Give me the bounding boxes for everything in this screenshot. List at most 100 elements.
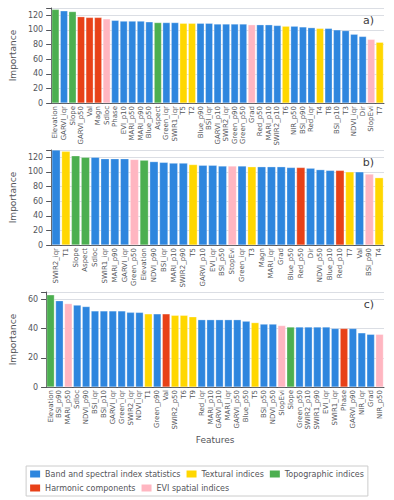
svg-text:GARVI_iqr: GARVI_iqr — [60, 106, 68, 140]
svg-text:MARI_iqr: MARI_iqr — [267, 248, 275, 279]
svg-text:Red_p50: Red_p50 — [297, 248, 305, 278]
svg-text:BSI_p90: BSI_p90 — [55, 390, 63, 418]
svg-text:NDVI_p90: NDVI_p90 — [150, 248, 158, 282]
svg-text:0: 0 — [38, 241, 43, 250]
svg-text:SWIR2_p90: SWIR2_p90 — [179, 248, 187, 288]
svg-text:T3: T3 — [342, 106, 350, 116]
svg-text:NIR_p50: NIR_p50 — [290, 106, 298, 135]
svg-text:T7: T7 — [346, 248, 354, 258]
svg-text:100: 100 — [28, 167, 43, 176]
svg-text:Sdloc: Sdloc — [91, 248, 99, 267]
svg-text:GARVI_iqr: GARVI_iqr — [109, 390, 117, 424]
svg-text:80: 80 — [33, 40, 43, 49]
svg-text:Elevation: Elevation — [47, 390, 55, 423]
svg-text:T8: T8 — [325, 106, 333, 116]
svg-text:NDVI_p50: NDVI_p50 — [316, 248, 324, 282]
svg-text:Blue_p10: Blue_p10 — [326, 248, 334, 280]
svg-text:Features: Features — [196, 435, 235, 445]
svg-text:Slope: Slope — [69, 106, 77, 125]
svg-text:SWIR1_p90: SWIR1_p90 — [313, 390, 321, 430]
svg-text:BSI_p10: BSI_p10 — [333, 106, 341, 134]
svg-text:20: 20 — [28, 353, 38, 362]
svg-text:60: 60 — [33, 55, 43, 64]
svg-text:60: 60 — [33, 197, 43, 206]
svg-text:Importance: Importance — [8, 313, 18, 365]
svg-text:BSI_iqr: BSI_iqr — [205, 106, 213, 130]
svg-text:Magn: Magn — [94, 106, 102, 125]
svg-text:100: 100 — [28, 25, 43, 34]
svg-text:BSI_p50: BSI_p50 — [260, 390, 268, 418]
svg-text:20: 20 — [33, 226, 43, 235]
svg-text:NDVI_p90: NDVI_p90 — [82, 390, 90, 424]
svg-text:MARI_p50: MARI_p50 — [128, 106, 136, 141]
svg-text:GARVI_p10: GARVI_p10 — [215, 390, 223, 428]
svg-text:BSI_p90: BSI_p90 — [365, 248, 373, 276]
svg-text:Harmonic components: Harmonic components — [45, 484, 135, 493]
svg-text:SWIR2_p10: SWIR2_p10 — [273, 106, 281, 146]
svg-text:GARVI_p10: GARVI_p10 — [214, 106, 222, 144]
svg-text:SWIR2_p10: SWIR2_p10 — [304, 390, 312, 430]
svg-text:60: 60 — [28, 295, 38, 304]
svg-text:MARI_iqr: MARI_iqr — [224, 390, 232, 421]
svg-text:BSI_p90: BSI_p90 — [299, 106, 307, 134]
svg-text:T4: T4 — [316, 105, 324, 115]
svg-text:0: 0 — [38, 99, 43, 108]
svg-text:T1: T1 — [62, 248, 70, 258]
svg-text:Green_p90: Green_p90 — [153, 390, 161, 428]
svg-text:a): a) — [363, 14, 374, 27]
svg-text:b): b) — [363, 156, 374, 169]
svg-text:EVI_iqr: EVI_iqr — [322, 390, 330, 414]
svg-text:Blue_p50: Blue_p50 — [287, 248, 295, 280]
svg-text:Blue_p50: Blue_p50 — [145, 106, 153, 138]
svg-text:SWIR2_iqr: SWIR2_iqr — [127, 390, 135, 426]
svg-text:0: 0 — [33, 383, 38, 392]
svg-text:SWIR2_p50: SWIR2_p50 — [171, 390, 179, 430]
svg-text:Phase: Phase — [340, 390, 348, 411]
svg-text:BSI_p50: BSI_p50 — [218, 248, 226, 276]
svg-text:Blue_p50: Blue_p50 — [242, 390, 250, 422]
svg-text:Red_iqr: Red_iqr — [198, 390, 206, 416]
svg-text:20: 20 — [33, 84, 43, 93]
svg-text:Val: Val — [162, 390, 170, 401]
svg-text:Sdloc: Sdloc — [73, 390, 81, 409]
svg-text:MARI_p90: MARI_p90 — [137, 106, 145, 141]
svg-text:Importance: Importance — [8, 171, 18, 223]
svg-text:Green_p90: Green_p90 — [231, 106, 239, 144]
svg-text:MARI_p10: MARI_p10 — [207, 390, 215, 425]
svg-text:T9: T9 — [189, 390, 197, 400]
svg-text:NIR_iqr: NIR_iqr — [358, 390, 366, 415]
svg-text:SWIR2_iqr: SWIR2_iqr — [222, 106, 230, 142]
svg-text:Elevation: Elevation — [140, 248, 148, 281]
svg-text:T5: T5 — [251, 390, 259, 400]
svg-text:Blue_p90: Blue_p90 — [197, 106, 205, 138]
svg-text:Topographic indices: Topographic indices — [284, 470, 364, 479]
svg-text:40: 40 — [33, 211, 43, 220]
svg-text:GARVI_p10: GARVI_p10 — [199, 248, 207, 286]
svg-text:MARI_p10: MARI_p10 — [265, 106, 273, 141]
svg-text:Phase: Phase — [111, 106, 119, 127]
svg-text:Aspect: Aspect — [81, 248, 89, 272]
svg-text:T4: T4 — [375, 247, 383, 257]
svg-text:40: 40 — [28, 324, 38, 333]
svg-text:Red_p50: Red_p50 — [256, 106, 264, 136]
svg-text:120: 120 — [28, 153, 43, 162]
svg-text:SlopEvi: SlopEvi — [367, 106, 375, 132]
svg-text:EVI spatial indices: EVI spatial indices — [157, 484, 230, 493]
svg-text:Elevation: Elevation — [51, 106, 59, 139]
svg-text:MARI_p90: MARI_p90 — [111, 248, 119, 283]
svg-text:T7: T7 — [376, 106, 384, 116]
svg-text:T1: T1 — [144, 390, 152, 400]
svg-text:c): c) — [364, 298, 374, 311]
svg-text:Grad: Grad — [277, 248, 285, 265]
svg-text:Band and spectral index statis: Band and spectral index statistics — [45, 470, 180, 479]
svg-text:120: 120 — [28, 11, 43, 20]
svg-text:SWIR1_iqr: SWIR1_iqr — [171, 106, 179, 142]
svg-text:Aspect: Aspect — [154, 106, 162, 130]
svg-text:EVI_iqr: EVI_iqr — [209, 248, 217, 272]
svg-text:GARVI_iqr: GARVI_iqr — [121, 248, 129, 282]
svg-text:GARVI_p90: GARVI_p90 — [349, 390, 357, 428]
svg-text:Magn: Magn — [258, 248, 266, 267]
svg-text:SWIR1_iqr: SWIR1_iqr — [101, 248, 109, 284]
svg-text:40: 40 — [33, 69, 43, 78]
svg-text:NDVI_p50: NDVI_p50 — [269, 390, 277, 424]
